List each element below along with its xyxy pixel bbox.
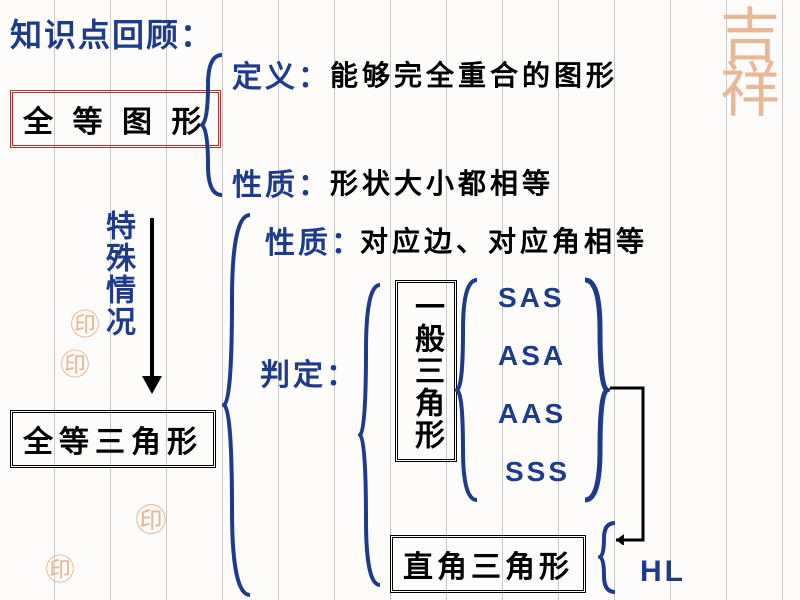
- method-hl: HL: [640, 555, 686, 589]
- seal-decoration: 吉祥: [720, 10, 780, 118]
- label-property: 性质：: [232, 160, 331, 204]
- box-congruent-figures: 全 等 图 形: [10, 90, 221, 148]
- brace-icon: [455, 275, 483, 505]
- brace-icon: [200, 50, 230, 200]
- label-definition: 定义：: [232, 52, 331, 96]
- desc-property2: 对应边、对应角相等: [360, 220, 648, 260]
- brace-icon: [222, 210, 257, 600]
- method-asa: ASA: [498, 340, 566, 372]
- box-right-triangle: 直角三角形: [390, 535, 586, 593]
- desc-property: 形状大小都相等: [330, 162, 554, 202]
- label-property2: 性质：: [265, 218, 364, 262]
- desc-definition: 能够完全重合的图形: [330, 54, 618, 94]
- brace-close-icon: [580, 275, 610, 505]
- page-title: 知识点回顾：: [10, 10, 214, 56]
- brace-icon: [358, 280, 386, 590]
- arrow-line: [150, 218, 154, 378]
- relation-label: 特殊情况: [95, 210, 139, 338]
- method-sss: SSS: [505, 456, 570, 488]
- seal-decoration: ㊞: [60, 340, 90, 384]
- brace-icon: [598, 520, 620, 595]
- seal-decoration: ㊞: [45, 545, 75, 589]
- seal-decoration: ㊞: [135, 495, 167, 541]
- arrow-head-icon: [142, 376, 162, 394]
- box-congruent-triangles: 全等三角形: [10, 410, 216, 468]
- box-general-triangle: 一般三角形: [395, 280, 457, 462]
- label-judgment: 判定：: [260, 350, 359, 394]
- method-aas: AAS: [498, 398, 566, 430]
- method-sas: SAS: [498, 282, 565, 314]
